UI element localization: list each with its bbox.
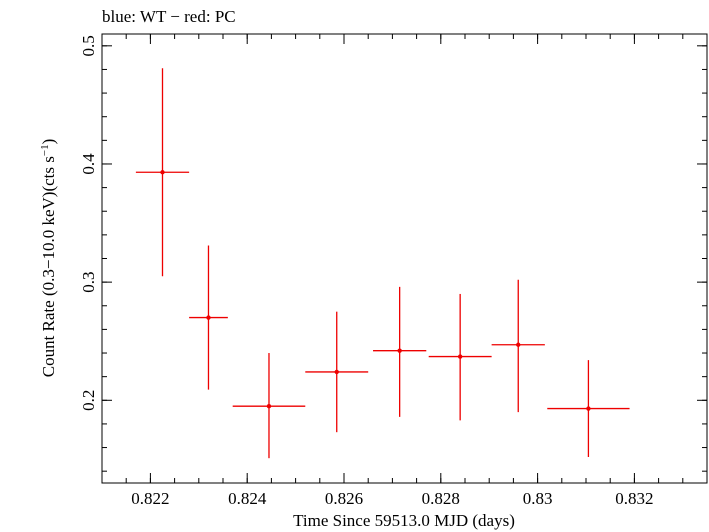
data-point xyxy=(206,315,211,320)
x-tick-label: 0.822 xyxy=(131,489,169,508)
data-point-group xyxy=(547,360,630,458)
y-axis-title-superscript: −1 xyxy=(39,144,51,156)
y-axis-title-suffix: ) xyxy=(39,139,58,145)
y-tick-label: 0.5 xyxy=(79,35,98,56)
data-point-group xyxy=(428,293,492,421)
data-point xyxy=(586,406,591,411)
x-axis-title: Time Since 59513.0 MJD (days) xyxy=(293,511,515,530)
data-point xyxy=(334,369,339,375)
data-point xyxy=(457,354,463,359)
data-point-group xyxy=(373,286,427,417)
data-point xyxy=(266,403,272,409)
x-tick-label: 0.83 xyxy=(523,489,553,508)
x-tick-labels: 0.822 0.824 0.826 0.828 0.83 0.832 xyxy=(131,489,653,508)
data-point xyxy=(516,342,521,347)
chart-title: blue: WT − red: PC xyxy=(102,7,236,26)
data-point-group xyxy=(232,353,306,459)
data-point xyxy=(160,170,165,175)
plot-frame xyxy=(101,33,708,484)
data-point-group xyxy=(135,68,190,277)
x-tick-label: 0.826 xyxy=(325,489,363,508)
y-tick-label: 0.2 xyxy=(79,390,98,411)
y-axis-title-main: Count Rate (0.3−10.0 keV)(cts s xyxy=(39,156,58,377)
y-tick-label: 0.4 xyxy=(79,153,98,175)
x-tick-label: 0.824 xyxy=(228,489,267,508)
data-point-group xyxy=(491,279,545,413)
y-tick-label: 0.3 xyxy=(79,272,98,293)
y-axis-title: Count Rate (0.3−10.0 keV)(cts s−1) xyxy=(39,139,58,378)
y-tick-labels: 0.2 0.3 0.4 0.5 xyxy=(79,35,98,411)
x-tick-label: 0.828 xyxy=(422,489,460,508)
error-bars xyxy=(135,68,630,459)
axis-ticks xyxy=(101,34,708,483)
x-tick-label: 0.832 xyxy=(615,489,653,508)
data-point-group xyxy=(189,245,228,390)
data-point xyxy=(397,348,402,353)
data-point-group xyxy=(305,311,369,433)
